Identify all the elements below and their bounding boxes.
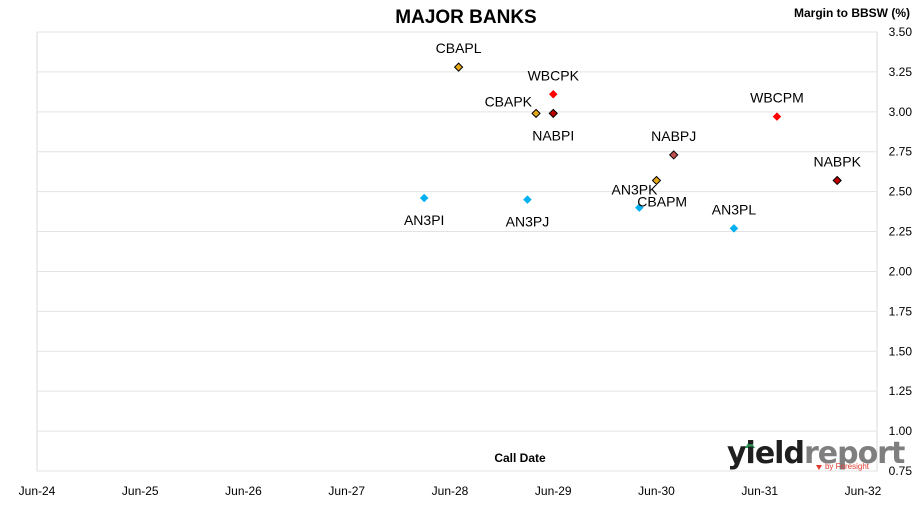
data-point-label: WBCPK (528, 67, 580, 83)
x-tick-label: Jun-29 (535, 484, 572, 498)
y-tick-label: 2.25 (889, 225, 913, 239)
y-tick-label: 2.75 (889, 145, 913, 159)
x-tick-label: Jun-32 (845, 484, 882, 498)
data-point-label: AN3PL (712, 201, 757, 217)
x-tick-label: Jun-26 (225, 484, 262, 498)
data-point-marker (651, 175, 662, 186)
logo-arrow-down-icon (816, 465, 822, 470)
data-point-label: NABPI (532, 127, 574, 143)
data-point-marker (729, 223, 739, 233)
data-point-label: AN3PI (404, 212, 444, 228)
data-point-label: AN3PJ (506, 214, 550, 230)
data-point-label: CBAPM (637, 194, 687, 210)
x-tick-label: Jun-25 (122, 484, 159, 498)
data-point-label: NABPJ (651, 128, 696, 144)
y-tick-label: 2.00 (889, 264, 913, 278)
yieldreport-logo: yieldreport by Foresight (727, 436, 906, 471)
logo-arrow-up-icon (745, 440, 755, 448)
y-axis-title: Margin to BBSW (%) (794, 6, 910, 20)
gridlines (37, 31, 877, 472)
y-tick-label: 2.50 (889, 185, 913, 199)
data-points: CBAPL WBCPK CBAPK NABPI WBCPM NABPJ NABPK AN3PK… (404, 40, 862, 233)
data-point-marker (531, 108, 541, 119)
y-tick-label: 0.75 (889, 464, 913, 478)
data-point-marker (832, 175, 842, 186)
data-point-label: CBAPL (436, 40, 482, 56)
data-point-marker (772, 112, 782, 121)
logo-subtext: by Foresight (825, 462, 870, 471)
data-point-marker (548, 108, 558, 119)
x-tick-label: Jun-24 (19, 484, 56, 498)
y-tick-label: 1.25 (889, 384, 913, 398)
data-point-marker (419, 193, 429, 203)
logo-text: yieldreport (727, 436, 905, 471)
x-axis-title: Call Date (494, 451, 546, 465)
y-tick-label: 3.25 (889, 65, 913, 79)
y-tick-label: 1.00 (889, 424, 913, 438)
y-tick-label: 1.50 (889, 344, 913, 358)
data-point-label: NABPK (813, 153, 861, 169)
x-tick-label: Jun-31 (741, 484, 778, 498)
data-point-label: AN3PK (612, 181, 659, 197)
x-tick-label: Jun-30 (638, 484, 675, 498)
y-axis-ticks: 3.50 3.25 3.00 2.75 2.50 2.25 2.00 1.75 1.50 1.25… (889, 25, 913, 478)
chart-title: MAJOR BANKS (395, 7, 536, 28)
y-tick-label: 1.75 (889, 304, 913, 318)
data-point-label: WBCPM (750, 90, 804, 106)
data-point-marker (548, 89, 558, 99)
data-point-marker (453, 62, 464, 72)
data-point-marker (523, 195, 532, 204)
x-axis-ticks: Jun-24 Jun-25 Jun-26 Jun-27 Jun-28 Jun-29 Jun-… (19, 484, 882, 498)
x-tick-label: Jun-27 (328, 484, 365, 498)
data-point-marker (669, 150, 679, 160)
data-point-marker (634, 203, 644, 212)
y-tick-label: 3.50 (889, 25, 913, 39)
data-point-label: CBAPK (485, 93, 533, 109)
y-tick-label: 3.00 (889, 105, 913, 119)
x-tick-label: Jun-28 (432, 484, 469, 498)
